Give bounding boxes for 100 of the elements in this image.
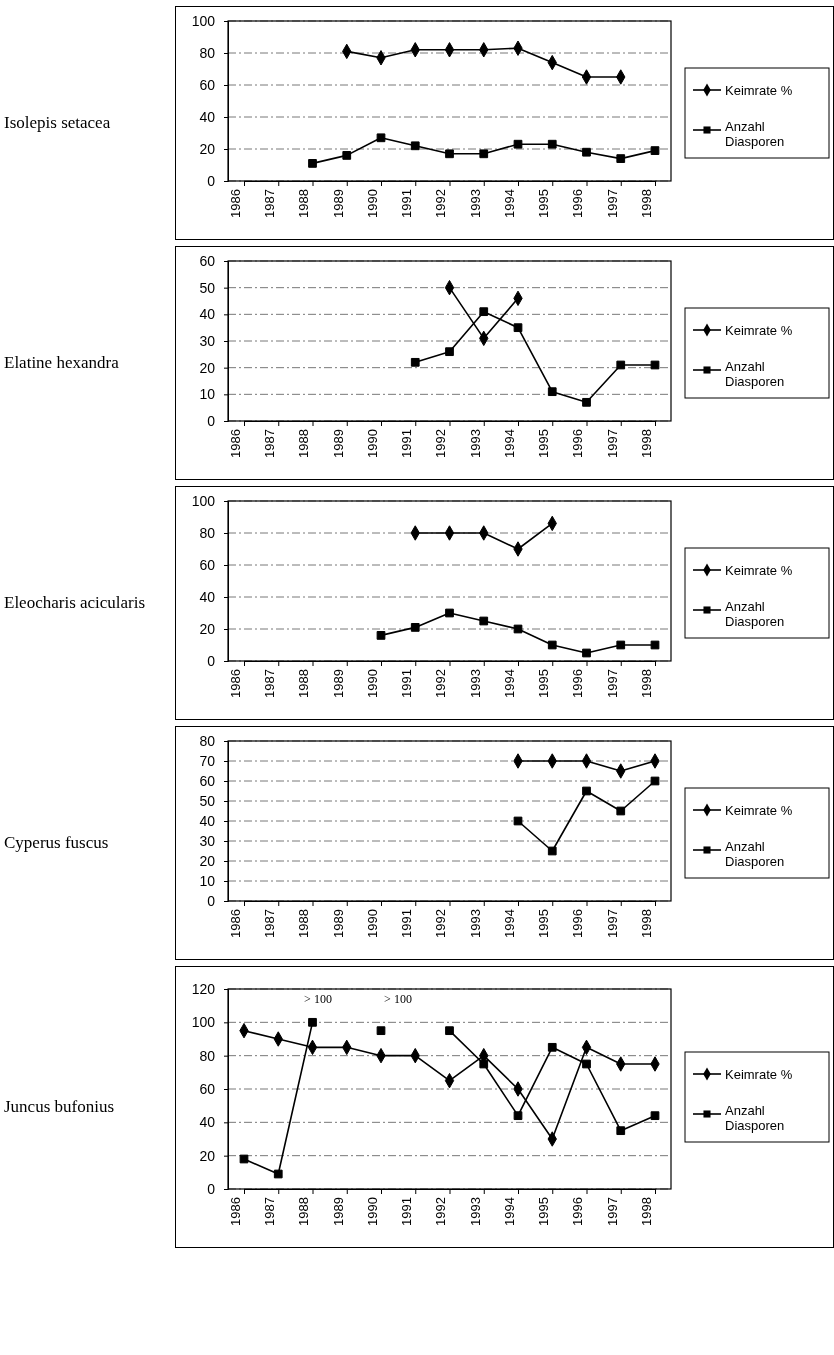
x-tick-label: 1996 — [570, 189, 586, 218]
x-tick-label: 1996 — [570, 909, 586, 938]
legend-label: Anzahl Diasporen — [725, 839, 785, 869]
x-tick-label: 1997 — [604, 1197, 620, 1226]
annotation: > 100 — [384, 992, 412, 1006]
x-tick-label: 1987 — [262, 669, 278, 698]
point — [616, 640, 626, 650]
text: Elatine hexandra — [4, 353, 120, 373]
x-tick-label: 1998 — [638, 669, 654, 698]
y-tick-label: 20 — [199, 1147, 216, 1164]
x-tick-label: 1988 — [296, 1197, 312, 1226]
x-tick-label: 1995 — [536, 669, 552, 698]
x-tick-label: 1987 — [262, 1197, 278, 1226]
point — [479, 616, 489, 626]
x-tick-label: 1996 — [570, 669, 586, 698]
y-tick-label: 80 — [199, 44, 216, 61]
x-tick-label: 1994 — [501, 429, 517, 458]
x-tick-label: 1986 — [227, 189, 243, 218]
point — [376, 1026, 386, 1036]
x-tick-label: 1986 — [227, 909, 243, 938]
point — [479, 1059, 489, 1069]
y-tick-label: 30 — [199, 332, 216, 349]
y-tick-label: 60 — [199, 772, 216, 789]
x-tick-label: 1992 — [433, 1197, 449, 1226]
x-tick-label: 1994 — [501, 669, 517, 698]
point — [582, 147, 591, 157]
y-tick-label: 10 — [199, 386, 216, 403]
point — [445, 347, 454, 357]
x-tick-label: 1993 — [467, 189, 483, 218]
point — [410, 623, 420, 632]
x-tick-label: 1992 — [433, 669, 449, 698]
text: Cyperus fuscus — [4, 833, 110, 853]
point — [513, 624, 523, 634]
x-tick-label: 1990 — [364, 429, 380, 458]
x-tick-label: 1987 — [262, 909, 278, 938]
x-tick-label: 1996 — [570, 429, 586, 458]
x-tick-label: 1995 — [536, 189, 552, 218]
y-tick-label: 70 — [199, 752, 216, 769]
x-tick-label: 1994 — [501, 1197, 517, 1226]
y-tick-label: 20 — [199, 852, 216, 869]
point — [513, 816, 523, 826]
point — [582, 648, 591, 658]
x-tick-label: 1993 — [467, 909, 483, 938]
x-tick-label: 1993 — [467, 429, 483, 458]
point — [547, 846, 557, 856]
y-tick-label: 100 — [191, 12, 216, 29]
x-tick-label: 1989 — [330, 1197, 346, 1226]
x-tick-label: 1990 — [364, 669, 380, 698]
x-tick-label: 1998 — [638, 429, 654, 458]
x-tick-label: 1986 — [227, 429, 243, 458]
point — [376, 631, 386, 640]
x-tick-label: 1991 — [399, 429, 415, 458]
point — [239, 1154, 249, 1164]
y-tick-label: 50 — [199, 279, 216, 296]
legend-label: Keimrate % — [725, 82, 793, 98]
point — [650, 640, 660, 650]
text: Isolepis setacea — [4, 113, 112, 133]
point — [650, 360, 660, 370]
x-tick-label: 1992 — [433, 429, 449, 458]
x-tick-label: 1991 — [399, 1197, 415, 1226]
x-tick-label: 1993 — [467, 669, 483, 698]
x-tick-label: 1998 — [638, 1197, 654, 1226]
legend-label: Keimrate % — [725, 322, 793, 338]
y-tick-label: 40 — [199, 306, 216, 323]
x-tick-label: 1997 — [604, 189, 620, 218]
point — [616, 154, 626, 163]
y-tick-label: 80 — [199, 1047, 216, 1064]
y-tick-label: 0 — [207, 652, 216, 669]
point — [273, 1169, 283, 1179]
x-tick-label: 1991 — [399, 189, 415, 218]
text: Juncus bufonius — [4, 1097, 116, 1117]
x-tick-label: 1995 — [536, 909, 552, 938]
point — [650, 146, 660, 155]
point — [582, 786, 591, 796]
x-tick-label: 1996 — [570, 1197, 586, 1226]
x-tick-label: 1989 — [330, 189, 346, 218]
legend-label: Keimrate % — [725, 1066, 793, 1082]
point — [582, 397, 591, 407]
x-tick-label: 1995 — [536, 1197, 552, 1226]
y-tick-label: 0 — [207, 1180, 216, 1197]
point — [547, 1042, 557, 1052]
point — [513, 323, 523, 333]
point — [616, 806, 626, 816]
point — [445, 1026, 454, 1036]
x-tick-label: 1997 — [604, 909, 620, 938]
legend-label: Keimrate % — [725, 802, 793, 818]
point — [479, 149, 489, 159]
y-tick-label: 60 — [199, 1080, 216, 1097]
x-tick-label: 1988 — [296, 429, 312, 458]
annotation: > 100 — [304, 992, 332, 1006]
y-tick-label: 40 — [199, 812, 216, 829]
y-tick-label: 80 — [199, 732, 216, 749]
x-tick-label: 1989 — [330, 669, 346, 698]
x-tick-label: 1997 — [604, 429, 620, 458]
x-tick-label: 1992 — [433, 909, 449, 938]
x-tick-label: 1988 — [296, 189, 312, 218]
legend-label: Anzahl Diasporen — [725, 359, 785, 389]
point — [650, 776, 660, 786]
x-tick-label: 1995 — [536, 429, 552, 458]
y-tick-label: 10 — [199, 872, 216, 889]
